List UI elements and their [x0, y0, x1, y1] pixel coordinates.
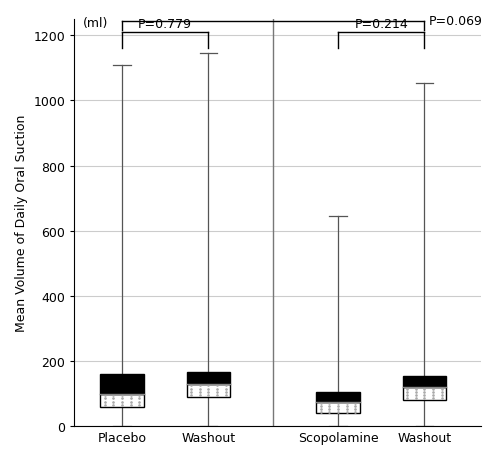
Text: P=0.214: P=0.214	[354, 17, 408, 30]
Bar	[403, 376, 446, 387]
Text: P=0.069: P=0.069	[428, 15, 482, 28]
Bar	[316, 402, 360, 413]
Bar	[316, 392, 360, 402]
Bar	[100, 374, 144, 394]
Bar	[187, 384, 230, 397]
Bar	[403, 387, 446, 400]
Text: (ml): (ml)	[83, 17, 108, 30]
Y-axis label: Mean Volume of Daily Oral Suction: Mean Volume of Daily Oral Suction	[15, 115, 28, 331]
Bar	[187, 373, 230, 384]
Text: P=0.779: P=0.779	[138, 17, 192, 30]
Bar	[100, 394, 144, 407]
